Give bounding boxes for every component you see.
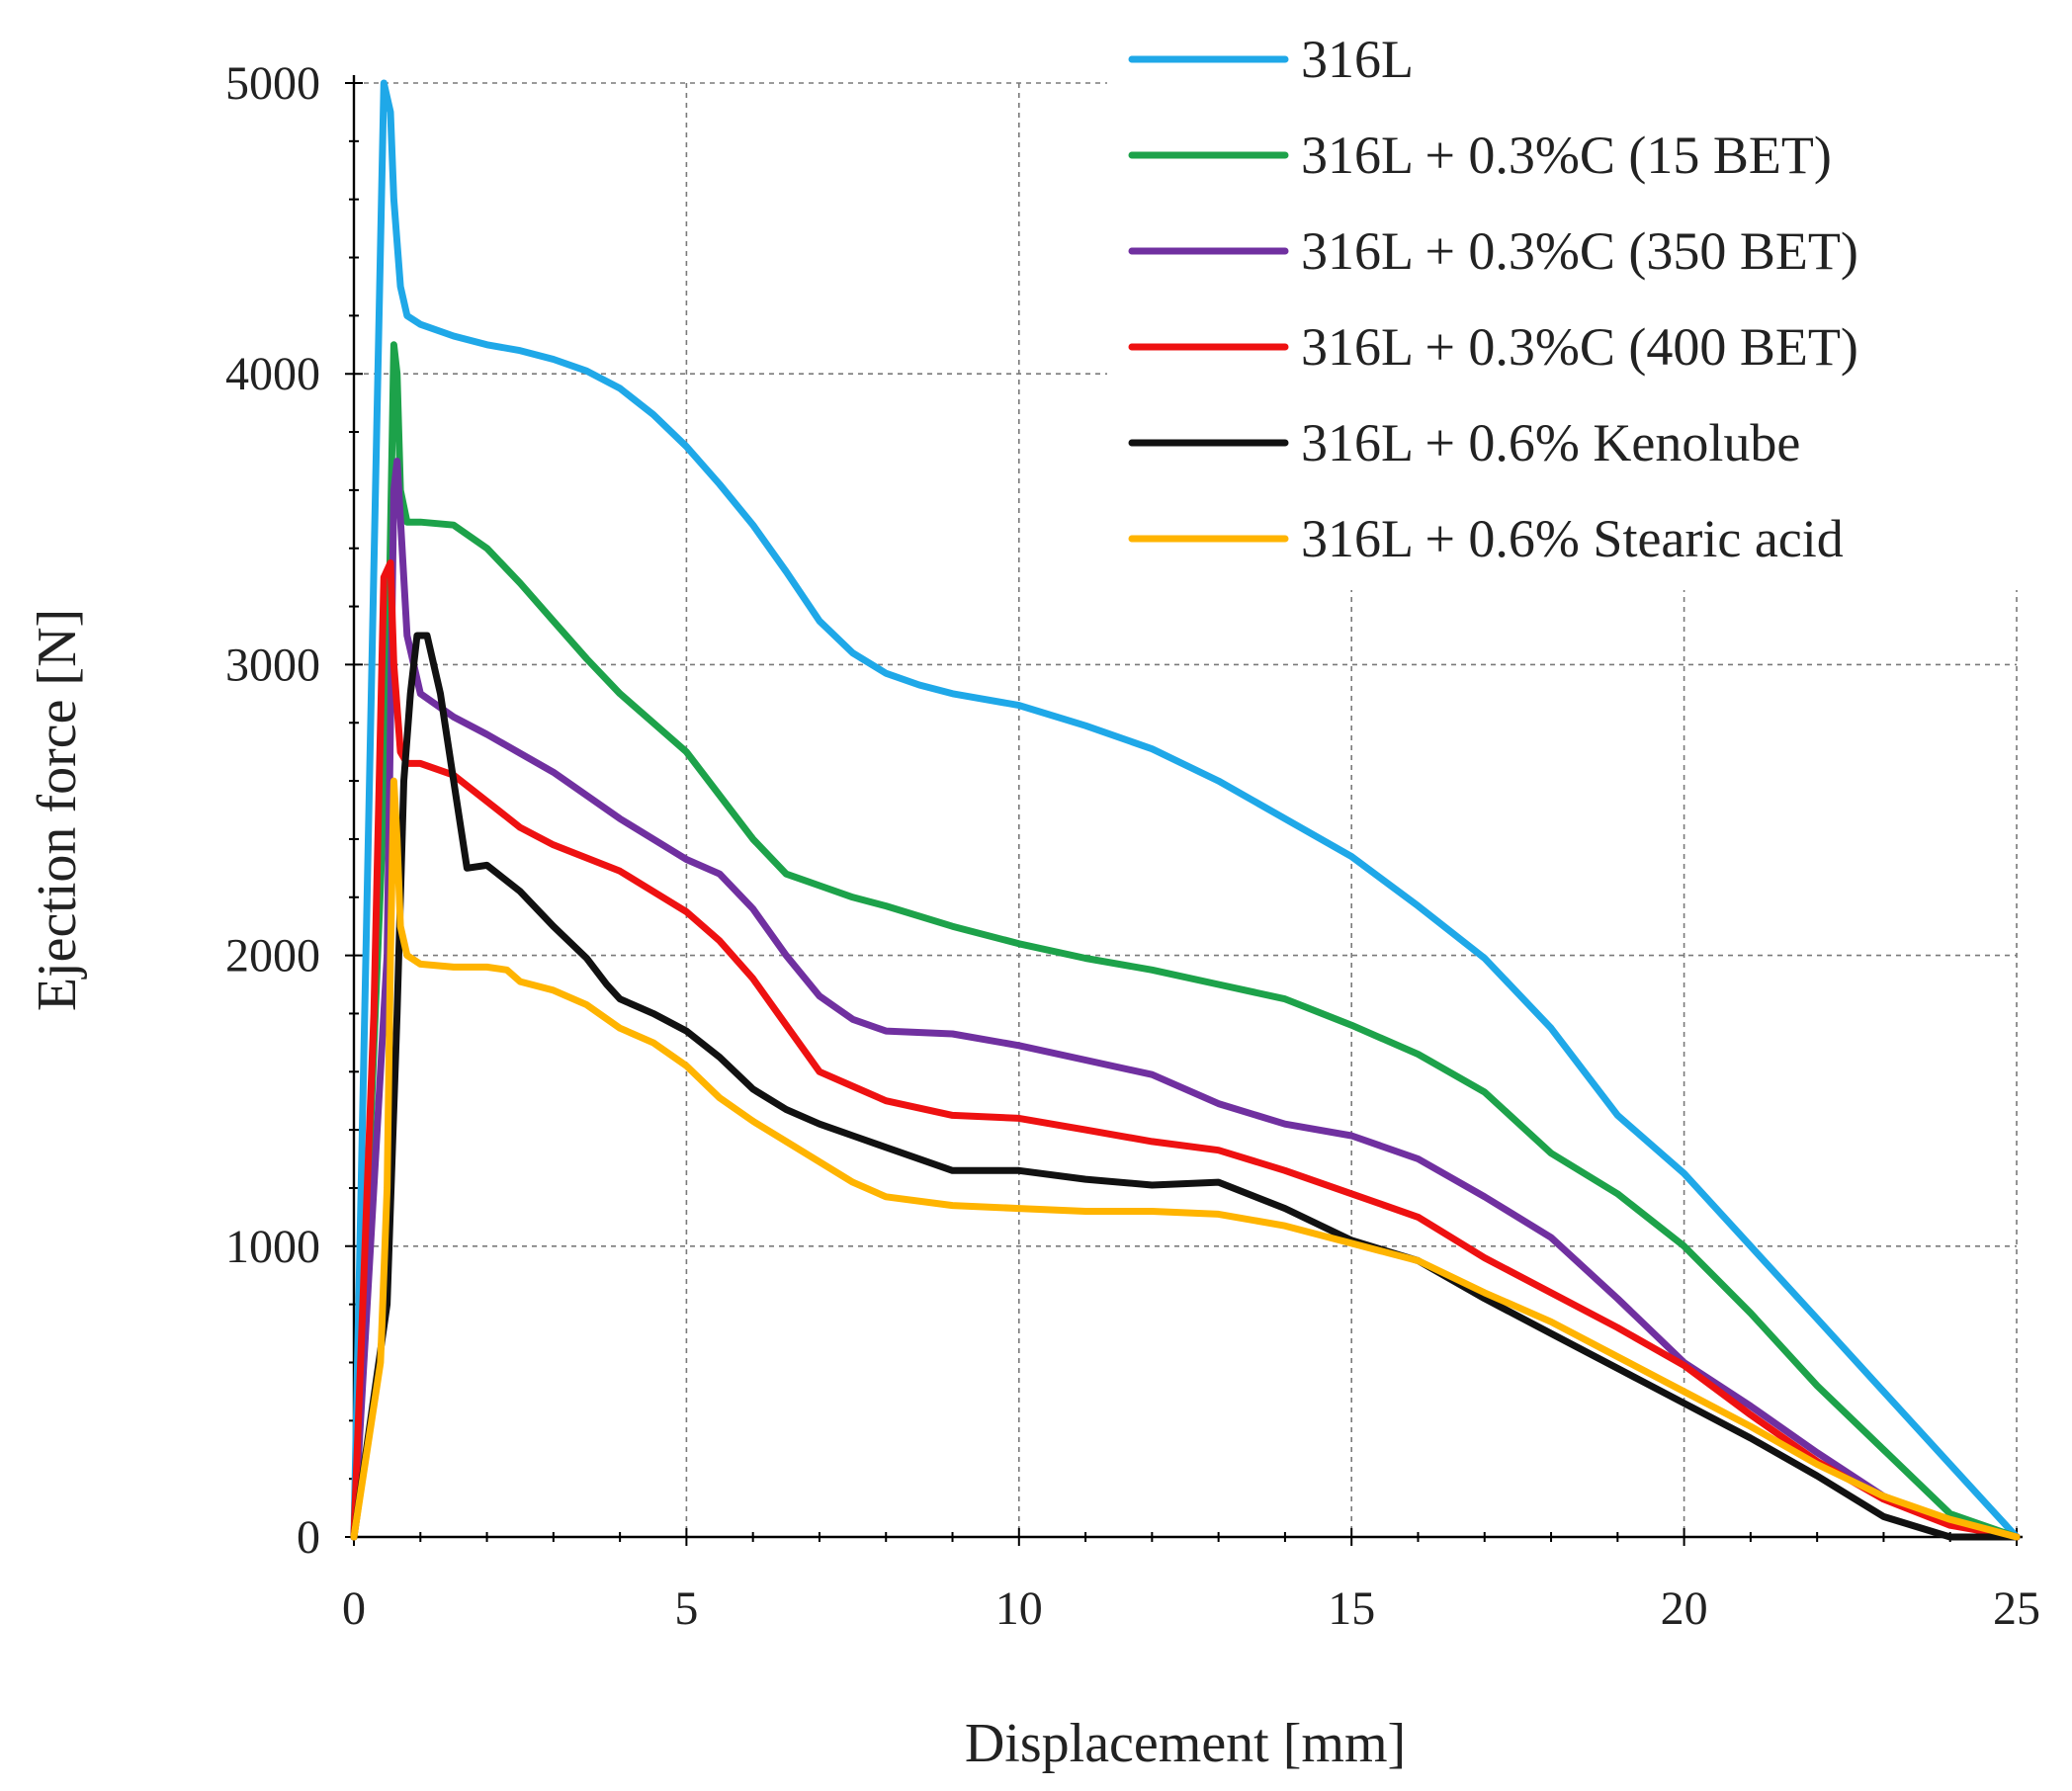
x-axis-title: Displacement [mm] — [965, 1713, 1406, 1774]
series-lines — [350, 79, 2021, 1541]
series-line-1 — [350, 79, 2021, 1541]
legend-label: 316L + 0.6% Kenolube — [1301, 413, 1800, 472]
x-tick-label: 15 — [1328, 1582, 1375, 1635]
legend-background — [1107, 8, 2036, 590]
x-tick-label: 5 — [674, 1582, 698, 1635]
x-tick-label: 20 — [1661, 1582, 1708, 1635]
y-tick-label: 1000 — [225, 1221, 320, 1273]
series-line-5 — [350, 632, 2021, 1541]
y-tick-label: 0 — [297, 1511, 320, 1564]
y-tick-label: 5000 — [225, 57, 320, 110]
series-line-6 — [350, 777, 2021, 1541]
legend-label: 316L — [1301, 30, 1414, 89]
y-tick-label: 4000 — [225, 348, 320, 400]
legend: 316L 316L + 0.3%C (15 BET) 316L + 0.3%C (3… — [1128, 30, 1858, 568]
legend-label: 316L + 0.3%C (15 BET) — [1301, 126, 1832, 185]
y-tick-label: 3000 — [225, 639, 320, 691]
legend-label: 316L + 0.6% Stearic acid — [1301, 509, 1844, 568]
x-tick-label: 25 — [1993, 1582, 2040, 1635]
series-line-2 — [350, 341, 2021, 1541]
tick-labels: 0 1000 2000 3000 4000 5000 0 5 10 15 20 25 — [225, 57, 2040, 1635]
legend-label: 316L + 0.3%C (400 BET) — [1301, 317, 1858, 377]
x-tick-label: 10 — [995, 1582, 1043, 1635]
y-tick-label: 2000 — [225, 930, 320, 982]
x-tick-label: 0 — [342, 1582, 366, 1635]
y-axis-title: Ejection force [N] — [27, 609, 88, 1011]
legend-label: 316L + 0.3%C (350 BET) — [1301, 221, 1858, 281]
